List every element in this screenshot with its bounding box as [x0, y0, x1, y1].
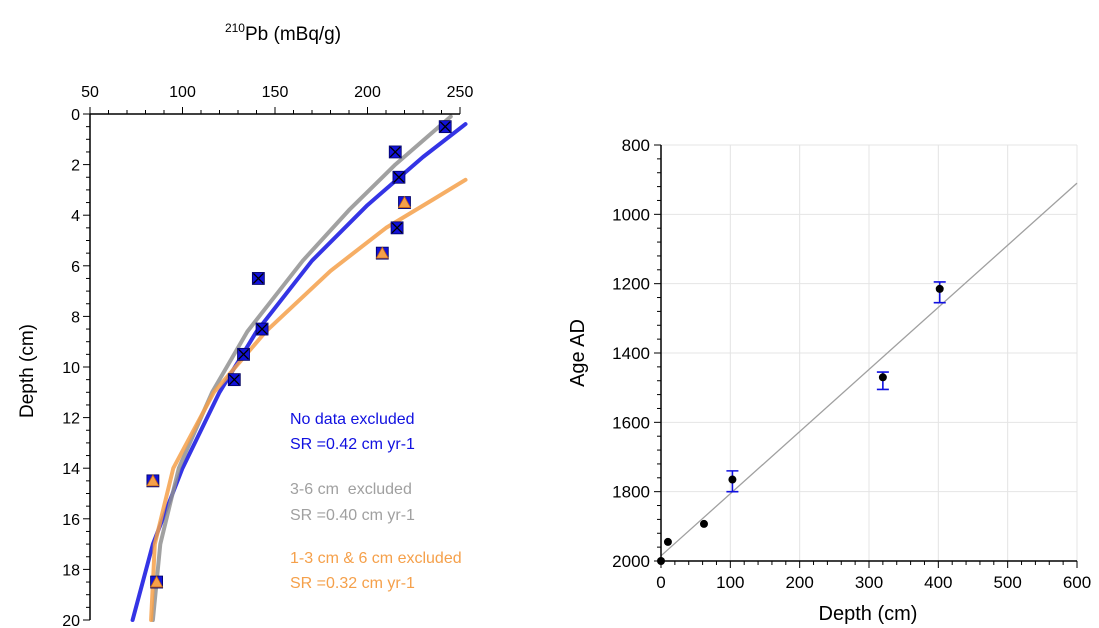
- x-tick-label: 50: [81, 84, 99, 101]
- annotation-sr-1-3-6-excluded: SR =0.32 cm yr-1: [290, 575, 415, 592]
- trendline-line: [660, 182, 1078, 557]
- y-tick-label: 14: [62, 461, 80, 478]
- y-tick-label: 1400: [612, 344, 650, 363]
- y-tick-label: 20: [62, 613, 80, 628]
- x-tick-label: 0: [656, 573, 665, 592]
- y-tick-label: 1600: [612, 413, 650, 432]
- data-point: [251, 272, 265, 285]
- data-points: [146, 120, 452, 589]
- y-tick-label: 12: [62, 411, 80, 428]
- data-point: [397, 195, 412, 209]
- data-point-dot: [663, 537, 672, 546]
- data-point-cross-marker: [391, 222, 403, 234]
- x-tick-label: 400: [924, 573, 952, 592]
- y-tick-label: 2000: [612, 552, 650, 571]
- y-tick-label: 1200: [612, 275, 650, 294]
- data-point: [663, 537, 672, 546]
- data-point-triangle-marker: [397, 195, 412, 208]
- y-axis-title: Age AD: [567, 319, 589, 387]
- data-point: [149, 575, 164, 589]
- data-point-cross-marker: [238, 348, 250, 360]
- axes: 50 100 150 200 250 0 2 4 6 8 10 12 14 16 18 20: [62, 84, 473, 628]
- y-tick-label: 4: [71, 208, 80, 225]
- data-point-cross-marker: [389, 146, 401, 158]
- data-point: [390, 221, 404, 235]
- x-tick-label: 200: [354, 84, 381, 101]
- data-point-cross-marker: [393, 171, 405, 183]
- y-tick-label: 800: [622, 136, 650, 155]
- annotation-title-no-excluded: No data excluded: [290, 411, 415, 428]
- data-point-dot: [728, 475, 737, 484]
- data-point-dot: [935, 284, 944, 293]
- data-point: [255, 322, 269, 336]
- data-points: [657, 281, 946, 565]
- data-point-triangle-marker: [146, 474, 160, 487]
- data-point: [392, 170, 406, 184]
- data-point-dot: [878, 373, 887, 382]
- trendline: [660, 182, 1078, 557]
- data-point: [375, 246, 389, 260]
- data-point: [726, 470, 739, 493]
- x-axis-title: 210Pb (mBq/g): [225, 21, 341, 45]
- data-point-cross-marker: [252, 272, 264, 284]
- y-tick-label: 0: [71, 107, 80, 124]
- annotation-title-3-6-excluded: 3-6 cm excluded: [290, 481, 412, 498]
- data-point-dot: [699, 519, 708, 528]
- data-point: [146, 474, 160, 488]
- fit-curve-1: [150, 114, 453, 622]
- data-point: [388, 145, 402, 159]
- data-point-cross-marker: [256, 323, 268, 335]
- annotation-sr-3-6-excluded: SR =0.40 cm yr-1: [290, 507, 415, 524]
- y-tick-label: 1800: [612, 483, 650, 502]
- y-axis-title: Depth (cm): [17, 324, 38, 418]
- y-tick-label: 10: [62, 360, 80, 377]
- data-point-triangle-marker: [375, 246, 389, 259]
- y-tick-label: 6: [71, 259, 80, 276]
- x-tick-label: 200: [785, 573, 813, 592]
- data-point: [876, 371, 889, 391]
- x-tick-label: 250: [447, 84, 474, 101]
- data-point: [227, 373, 241, 387]
- x-axis-title: Depth (cm): [819, 603, 918, 625]
- annotation-sr-no-excluded: SR =0.42 cm yr-1: [290, 436, 415, 453]
- x-tick-label: 100: [716, 573, 744, 592]
- x-tick-label: 300: [855, 573, 883, 592]
- data-point: [237, 347, 250, 361]
- data-point: [699, 519, 708, 528]
- x-tick-label: 100: [169, 84, 196, 101]
- y-tick-label: 8: [71, 309, 80, 326]
- x-tick-label: 500: [993, 573, 1021, 592]
- y-tick-label: 1000: [612, 205, 650, 224]
- x-axis-title-main: Pb (mBq/g): [245, 24, 341, 45]
- data-point-triangle-marker: [149, 575, 164, 588]
- data-point-cross-marker: [439, 121, 451, 133]
- axes: 0 100 200 300 400 500 600 800 1000 1200 1400 1600 18…: [612, 136, 1091, 592]
- y-tick-label: 16: [62, 512, 80, 529]
- data-point: [438, 120, 452, 134]
- annotation-title-1-3-6-excluded: 1-3 cm & 6 cm excluded: [290, 550, 462, 567]
- y-tick-label: 18: [62, 562, 80, 579]
- x-tick-label: 600: [1063, 573, 1091, 592]
- x-tick-label: 150: [262, 84, 289, 101]
- y-tick-label: 2: [71, 158, 80, 175]
- data-point-cross-marker: [228, 374, 240, 386]
- grid: [661, 144, 1078, 561]
- data-point: [933, 281, 946, 304]
- x-axis-title-superscript: 210: [225, 21, 245, 35]
